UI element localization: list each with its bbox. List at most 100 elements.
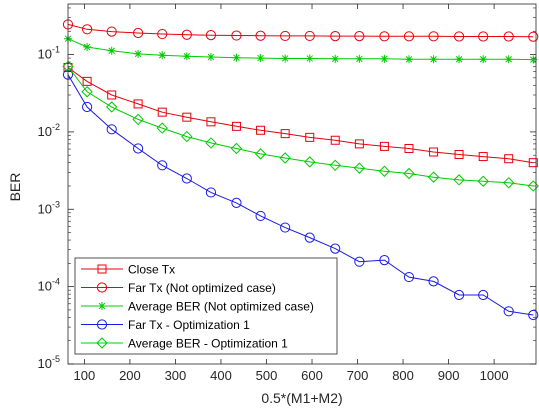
data-point [133, 143, 144, 154]
data-point [477, 175, 489, 187]
data-point [256, 54, 265, 63]
data-point [231, 30, 242, 41]
data-point [304, 232, 315, 243]
data-point [529, 55, 538, 64]
data-point [429, 147, 439, 157]
data-point [181, 173, 192, 184]
data-point [429, 55, 438, 64]
x-tick-label: 100 [74, 368, 96, 383]
data-point [454, 150, 464, 160]
y-tick-label: 10-1 [38, 45, 60, 62]
data-point [106, 124, 117, 135]
data-point [205, 30, 217, 41]
data-point [105, 101, 118, 113]
data-point [504, 154, 514, 164]
data-point [281, 54, 290, 63]
data-point [527, 180, 539, 192]
data-point [181, 130, 193, 143]
x-tick-label: 1000 [480, 368, 509, 383]
legend-marker [96, 282, 108, 293]
legend-entry: Far Tx - Optimization 1 [81, 318, 250, 332]
data-point [380, 54, 389, 63]
legend-marker [96, 337, 108, 349]
data-point [478, 152, 488, 162]
x-axis-label: 0.5*(M1+M2) [261, 390, 342, 406]
data-point [355, 54, 364, 63]
axes-frame [67, 3, 537, 365]
data-point [403, 31, 415, 42]
legend-label: Close Tx [128, 263, 175, 277]
y-tick-label: 10-5 [38, 354, 60, 371]
data-point [305, 54, 314, 63]
legend: Close Tx Far Tx (Not optimized case) Avera… [74, 257, 338, 355]
legend-label: Far Tx (Not optimized case) [128, 281, 276, 295]
data-point [353, 162, 366, 174]
data-point [478, 289, 489, 301]
x-tick-label: 700 [347, 368, 369, 383]
data-point [279, 152, 291, 164]
data-point [354, 31, 365, 42]
data-point [502, 177, 515, 189]
data-point [478, 31, 489, 42]
legend-entry: Average BER (Not optimized case) [81, 300, 314, 314]
legend-label: Average BER - Optimization 1 [128, 337, 288, 351]
x-tick-label: 900 [438, 368, 460, 383]
legend-marker [97, 264, 107, 274]
data-point [427, 171, 440, 183]
data-point [354, 139, 364, 149]
x-tick-label: 300 [165, 368, 187, 383]
legend-label: Average BER (Not optimized case) [128, 300, 314, 314]
data-point [157, 160, 168, 171]
data-point [453, 289, 465, 301]
data-point [134, 49, 143, 58]
data-point [329, 159, 341, 172]
data-point [379, 31, 390, 42]
plot-area [62, 19, 539, 321]
data-point [182, 112, 192, 122]
data-point [479, 55, 488, 64]
data-point [81, 86, 93, 98]
data-point [206, 52, 215, 61]
data-point [280, 222, 291, 233]
y-tick-label: 10-4 [38, 277, 60, 294]
data-point [354, 256, 365, 267]
data-point [455, 55, 464, 64]
y-tick-label: 10-2 [38, 122, 60, 139]
data-point [453, 174, 465, 186]
data-point [255, 210, 266, 222]
data-point [280, 30, 291, 42]
data-point [157, 28, 168, 40]
data-point [330, 31, 341, 42]
legend-entry: Far Tx (Not optimized case) [81, 281, 276, 295]
data-point [378, 165, 391, 177]
legend-marker [98, 302, 106, 310]
data-point [82, 76, 92, 86]
data-point [133, 27, 144, 39]
data-point [404, 144, 414, 154]
data-point [182, 52, 191, 61]
data-point [254, 148, 267, 160]
data-point [230, 142, 243, 155]
x-tick-label: 500 [256, 368, 278, 383]
data-point [403, 271, 415, 283]
data-point [205, 137, 217, 149]
data-point [107, 90, 117, 100]
data-point [205, 187, 217, 198]
data-point [379, 141, 389, 151]
data-point [82, 24, 93, 35]
data-point [133, 99, 143, 109]
data-point [330, 243, 341, 254]
data-point [503, 31, 514, 42]
data-point [181, 29, 192, 40]
data-point [231, 121, 241, 131]
x-tick-label: 200 [119, 368, 141, 383]
data-point [305, 132, 315, 142]
data-point [503, 306, 514, 317]
data-point [504, 55, 513, 64]
data-point [232, 53, 241, 62]
data-point [428, 31, 439, 42]
axes: 100 200 300 400 500 600 700 800 900 1000 10-5 10-4 1… [38, 3, 537, 383]
data-point [158, 51, 167, 60]
data-point [280, 129, 290, 139]
